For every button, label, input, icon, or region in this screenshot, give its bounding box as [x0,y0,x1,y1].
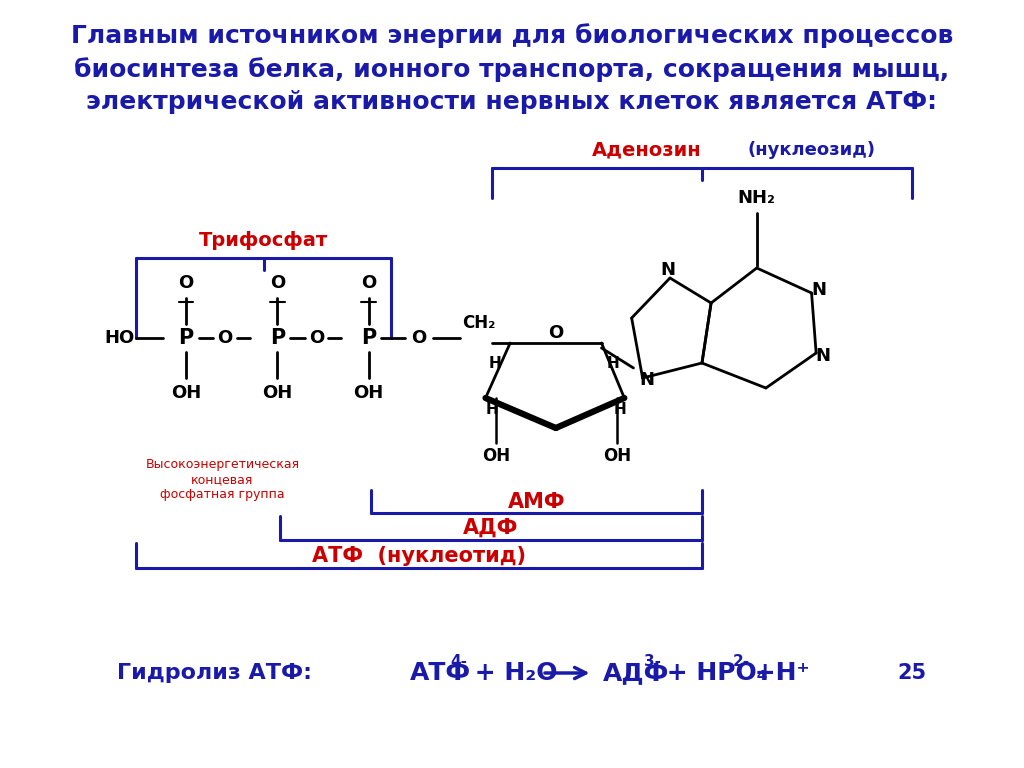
Text: Трифосфат: Трифосфат [199,230,329,250]
Text: АТФ: АТФ [410,661,471,685]
Text: OH: OH [482,447,511,465]
Text: P: P [361,328,376,348]
Text: АДФ: АДФ [463,518,519,538]
Text: Главным источником энергии для биологических процессов
биосинтеза белка, ионного: Главным источником энергии для биологиче… [71,23,953,114]
Text: N: N [815,347,830,365]
Text: 4-: 4- [450,654,467,668]
Text: O: O [269,274,285,292]
Text: O: O [412,329,426,347]
Text: P: P [269,328,285,348]
Text: OH: OH [353,384,384,402]
Text: HO: HO [104,329,134,347]
Text: OH: OH [262,384,293,402]
Text: H: H [488,356,501,370]
Text: АТФ  (нуклеотид): АТФ (нуклеотид) [312,545,526,565]
Text: OH: OH [171,384,201,402]
Text: OH: OH [603,447,631,465]
Text: Гидролиз АТФ:: Гидролиз АТФ: [118,663,312,683]
Text: N: N [811,281,826,299]
Text: P: P [178,328,194,348]
Text: 25: 25 [897,663,927,683]
Text: АДФ: АДФ [603,661,670,685]
Text: O: O [361,274,376,292]
Text: CH₂: CH₂ [463,314,496,332]
Text: + Н₂О: + Н₂О [466,661,558,685]
Text: H: H [607,356,620,370]
Text: NH₂: NH₂ [738,189,776,207]
Text: N: N [640,371,654,389]
Text: O: O [548,324,563,342]
Text: N: N [660,261,676,279]
Text: O: O [217,329,232,347]
Text: O: O [178,274,194,292]
Text: + НРО₄: + НРО₄ [658,661,768,685]
Text: +Н⁺: +Н⁺ [745,661,809,685]
Text: O: O [309,329,325,347]
Text: Высокоэнергетическая
концевая
фосфатная группа: Высокоэнергетическая концевая фосфатная … [145,458,300,501]
Text: H: H [613,402,626,418]
Text: H: H [485,402,499,418]
Text: АМФ: АМФ [508,492,565,511]
Text: Аденозин: Аденозин [592,141,702,160]
Text: (нуклеозид): (нуклеозид) [748,141,876,159]
Text: 2-: 2- [733,654,751,668]
Text: 3-: 3- [643,654,660,668]
